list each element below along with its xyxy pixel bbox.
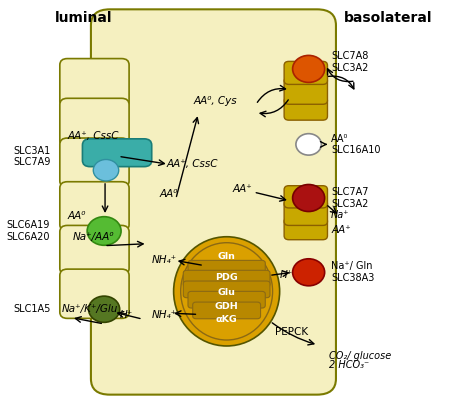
- Circle shape: [292, 259, 325, 286]
- Text: AA⁰: AA⁰: [67, 211, 86, 221]
- Text: PDG: PDG: [215, 273, 238, 282]
- FancyBboxPatch shape: [193, 302, 261, 319]
- Text: Glu: Glu: [218, 288, 236, 297]
- Circle shape: [93, 160, 118, 181]
- FancyBboxPatch shape: [91, 9, 336, 395]
- Text: luminal: luminal: [55, 11, 113, 25]
- Circle shape: [89, 296, 119, 322]
- Circle shape: [87, 217, 121, 245]
- FancyBboxPatch shape: [60, 98, 129, 148]
- FancyBboxPatch shape: [284, 200, 328, 226]
- FancyBboxPatch shape: [284, 186, 328, 208]
- FancyBboxPatch shape: [60, 226, 129, 275]
- Text: AA⁰
SLC16A10: AA⁰ SLC16A10: [331, 134, 381, 155]
- Text: AA⁺: AA⁺: [232, 184, 252, 194]
- Text: PEPCK: PEPCK: [275, 327, 308, 337]
- Text: AA⁰: AA⁰: [159, 189, 178, 199]
- Text: Na⁺: Na⁺: [330, 210, 349, 220]
- Text: H⁺: H⁺: [279, 270, 292, 280]
- Text: Gln: Gln: [218, 252, 236, 261]
- FancyBboxPatch shape: [82, 139, 152, 167]
- FancyBboxPatch shape: [60, 182, 129, 231]
- Text: SLC7A8
SLC3A2: SLC7A8 SLC3A2: [331, 51, 369, 72]
- Text: GDH: GDH: [215, 302, 238, 311]
- Ellipse shape: [173, 237, 280, 346]
- FancyBboxPatch shape: [284, 218, 328, 240]
- Text: AA⁰, Cys: AA⁰, Cys: [194, 96, 237, 106]
- FancyBboxPatch shape: [60, 269, 129, 318]
- Text: basolateral: basolateral: [344, 11, 432, 25]
- FancyBboxPatch shape: [188, 260, 265, 277]
- Text: CO₂/ glucose: CO₂/ glucose: [329, 351, 391, 361]
- Text: SLC6A19
SLC6A20: SLC6A19 SLC6A20: [6, 220, 50, 242]
- Text: Na⁺/ Gln
SLC38A3: Na⁺/ Gln SLC38A3: [331, 262, 374, 283]
- Text: Na⁺/K⁺/Glu: Na⁺/K⁺/Glu: [62, 304, 118, 314]
- Text: Na⁺/AA⁰: Na⁺/AA⁰: [73, 232, 115, 242]
- FancyBboxPatch shape: [284, 97, 328, 120]
- Text: AA⁺, CssC: AA⁺, CssC: [166, 159, 218, 169]
- FancyBboxPatch shape: [183, 281, 270, 298]
- FancyBboxPatch shape: [284, 61, 328, 84]
- Circle shape: [292, 56, 325, 82]
- Text: AA⁺, CssC: AA⁺, CssC: [67, 132, 119, 142]
- Text: NH₄⁺: NH₄⁺: [151, 255, 176, 265]
- FancyBboxPatch shape: [183, 270, 270, 287]
- Text: NH₄⁺: NH₄⁺: [151, 310, 176, 320]
- Text: αKG: αKG: [216, 316, 237, 324]
- FancyBboxPatch shape: [188, 291, 265, 308]
- Text: SLC3A1
SLC7A9: SLC3A1 SLC7A9: [13, 146, 51, 167]
- Text: AA⁺: AA⁺: [331, 225, 351, 235]
- Circle shape: [296, 134, 321, 155]
- Text: 2 HCO₃⁻: 2 HCO₃⁻: [329, 360, 369, 370]
- FancyBboxPatch shape: [284, 77, 328, 104]
- Ellipse shape: [181, 243, 273, 340]
- Text: SLC1A5: SLC1A5: [13, 304, 51, 314]
- Text: SLC7A7
SLC3A2: SLC7A7 SLC3A2: [331, 187, 369, 209]
- FancyBboxPatch shape: [60, 138, 129, 187]
- Circle shape: [292, 184, 325, 212]
- FancyBboxPatch shape: [60, 58, 129, 108]
- Text: H⁺: H⁺: [120, 310, 133, 320]
